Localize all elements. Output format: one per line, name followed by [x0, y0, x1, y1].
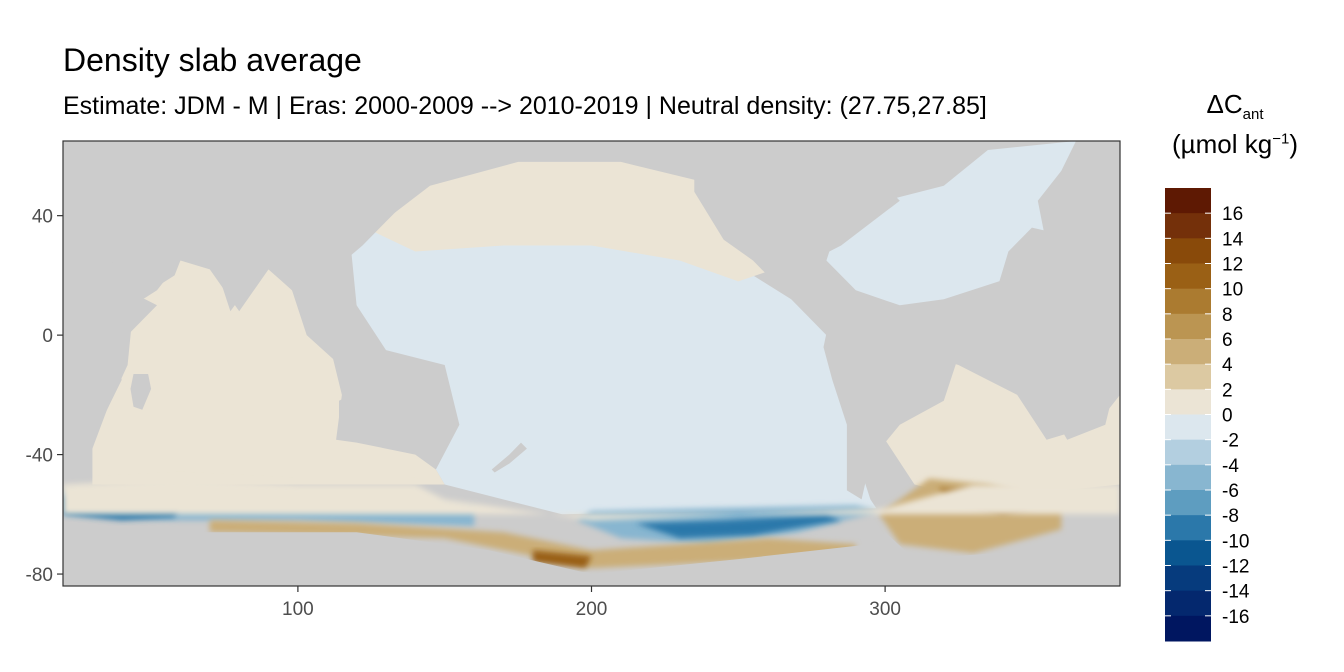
ocean-region-north-pacific [371, 161, 774, 282]
ocean-region-ross-sea-core [635, 514, 842, 539]
ocean-region-antarctic-shelf-core [532, 550, 592, 569]
legend-swatch [1165, 414, 1211, 441]
legend-break-label: 2 [1222, 380, 1233, 401]
legend-break-label: 10 [1222, 280, 1243, 301]
legend-break-label: 14 [1222, 229, 1244, 250]
land-asia [121, 141, 445, 306]
legend-title-sub: ant [1242, 106, 1264, 124]
legend-swatch [1165, 439, 1211, 466]
map-subtitle: Estimate: JDM - M | Eras: 2000-2009 --> … [63, 92, 987, 120]
legend-title: ΔCant (µmol kg−1) [1160, 86, 1310, 164]
legend-break-label: 8 [1222, 305, 1233, 326]
land-east-africa-horn [63, 245, 157, 440]
legend-swatch [1165, 313, 1211, 340]
legend-unit-close: ) [1289, 128, 1298, 159]
legend-break-label: 12 [1222, 255, 1243, 276]
legend-swatch [1165, 288, 1211, 315]
legend-break-label: 0 [1222, 406, 1233, 427]
land-south-america [823, 299, 959, 500]
land-madagascar [130, 374, 152, 410]
x-tick-label: 300 [869, 599, 901, 620]
land-australia [339, 368, 454, 449]
ocean-region-indian-ocean [92, 260, 445, 485]
legend-swatch [1165, 490, 1211, 516]
y-tick-label: 0 [42, 326, 53, 347]
legend-swatch [1165, 188, 1211, 214]
map-panel [63, 141, 1120, 586]
legend-break-label: -12 [1222, 557, 1249, 578]
legend-swatch [1165, 389, 1211, 415]
y-tick-label: -80 [26, 565, 53, 586]
ocean-region-central-pacific [350, 170, 877, 515]
legend-break-label: 16 [1222, 204, 1243, 225]
legend-swatch [1165, 263, 1211, 290]
legend-swatch [1165, 213, 1211, 239]
land-antarctica [63, 532, 1120, 586]
map-title: Density slab average [63, 42, 362, 78]
legend-break-label: -6 [1222, 481, 1239, 502]
legend-unit-open: (µmol kg [1172, 128, 1273, 159]
legend-unit-sup: −1 [1272, 130, 1290, 148]
legend-swatch [1165, 464, 1211, 491]
legend-swatch [1165, 615, 1211, 642]
legend-break-label: -10 [1222, 531, 1249, 552]
land-india [203, 251, 263, 312]
legend-swatch [1165, 364, 1211, 390]
land-arabia [107, 230, 181, 291]
legend-swatch [1165, 565, 1211, 592]
legend-swatch [1165, 339, 1211, 365]
legend-swatch [1165, 590, 1211, 617]
legend-swatch [1165, 515, 1211, 541]
ocean-region-southern-ocean-positive-belt [63, 478, 1120, 521]
land-greenland [885, 141, 1003, 156]
legend-swatch [1165, 238, 1211, 264]
legend-break-label: -4 [1222, 456, 1239, 477]
legend-break-label: -2 [1222, 431, 1239, 452]
legend-break-label: 4 [1222, 355, 1233, 376]
y-tick-label: -40 [26, 446, 53, 467]
legend-break-label: -14 [1222, 582, 1250, 603]
legend-title-main: ΔC [1206, 89, 1243, 119]
land-africa [996, 227, 1120, 440]
color-legend: 16 14 12 10 8 6 4 2 0 -2 -4 -6 -8 -10 -12 -14 -16 [1165, 188, 1250, 642]
legend-swatch [1165, 540, 1211, 566]
x-tick-label: 100 [282, 599, 314, 620]
y-tick-label: 40 [32, 207, 53, 228]
x-tick-label: 200 [576, 599, 608, 620]
legend-break-label: 6 [1222, 330, 1233, 351]
ocean-region-antarctic-shelf-positive [209, 520, 856, 569]
legend-break-label: -8 [1222, 506, 1239, 527]
land-new-zealand [491, 442, 527, 473]
legend-break-label: -16 [1222, 607, 1249, 628]
land-north-america [694, 150, 900, 282]
